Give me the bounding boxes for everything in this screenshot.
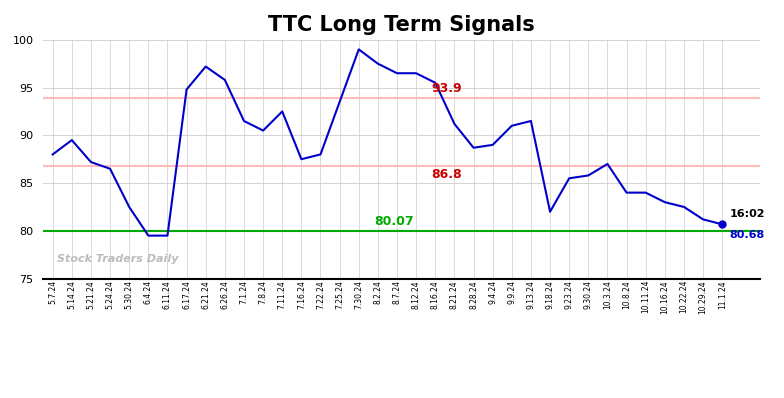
Text: 93.9: 93.9 (431, 82, 462, 95)
Text: Stock Traders Daily: Stock Traders Daily (57, 254, 179, 264)
Text: 80.68: 80.68 (730, 230, 765, 240)
Text: 80.07: 80.07 (374, 215, 414, 228)
Text: 86.8: 86.8 (431, 168, 462, 181)
Text: 16:02: 16:02 (730, 209, 765, 219)
Title: TTC Long Term Signals: TTC Long Term Signals (268, 16, 535, 35)
